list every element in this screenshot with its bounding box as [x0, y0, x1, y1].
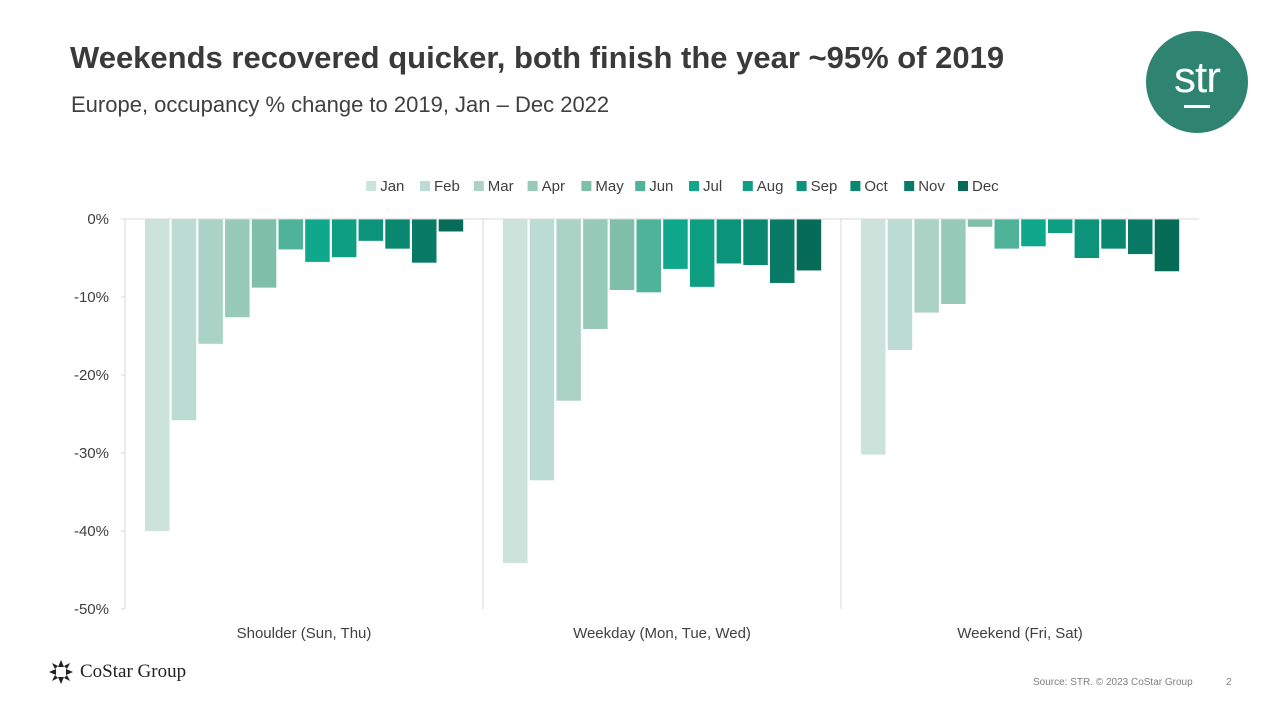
bar-jun — [278, 219, 303, 250]
bar-aug — [1047, 219, 1073, 234]
bar-may — [251, 219, 277, 288]
bar-feb — [887, 219, 913, 351]
legend-swatch-dec — [958, 181, 968, 191]
page-number: 2 — [1226, 677, 1232, 688]
legend-swatch-sep — [796, 181, 807, 191]
legend-swatch-jul — [689, 181, 699, 191]
legend-label-sep: Sep — [811, 178, 838, 195]
y-tick-label: -40% — [74, 523, 109, 540]
bar-jan — [861, 219, 886, 455]
str-logo: str — [1146, 31, 1248, 133]
bar-jun — [994, 219, 1019, 249]
legend-label-may: May — [595, 178, 624, 195]
bar-oct — [385, 219, 410, 249]
bar-apr — [225, 219, 250, 318]
legend-swatch-jun — [635, 181, 646, 191]
bar-may — [609, 219, 635, 290]
legend-swatch-mar — [473, 181, 484, 191]
bar-jan — [145, 219, 170, 531]
y-tick-label: -20% — [74, 367, 109, 384]
legend-label-nov: Nov — [918, 178, 945, 195]
y-tick-label: 0% — [87, 211, 109, 228]
slide-title: Weekends recovered quicker, both finish … — [70, 40, 1005, 75]
costar-brand-text: CoStar Group — [80, 661, 187, 682]
bar-mar — [556, 219, 581, 401]
legend-label-jan: Jan — [380, 178, 404, 195]
legend-label-feb: Feb — [434, 178, 460, 195]
slide-subtitle: Europe, occupancy % change to 2019, Jan … — [71, 92, 610, 117]
bar-apr — [583, 219, 608, 329]
legend-swatch-oct — [850, 181, 861, 191]
bar-dec — [1154, 219, 1180, 272]
bar-sep — [716, 219, 742, 264]
y-tick-label: -50% — [74, 601, 109, 618]
costar-brand: CoStar Group — [48, 658, 186, 686]
str-logo-underline — [1184, 105, 1210, 108]
bar-feb — [171, 219, 197, 421]
legend-swatch-nov — [904, 181, 915, 191]
bar-dec — [438, 219, 464, 232]
bar-jul — [1021, 219, 1046, 247]
bar-mar — [914, 219, 939, 313]
costar-star-icon — [49, 660, 73, 684]
bar-jul — [305, 219, 330, 262]
bar-sep — [358, 219, 384, 241]
bar-nov — [770, 219, 795, 283]
bar-jan — [503, 219, 528, 563]
x-category-label: Weekend (Fri, Sat) — [957, 625, 1083, 642]
bar-jun — [636, 219, 661, 293]
y-tick-label: -10% — [74, 289, 109, 306]
legend-swatch-may — [581, 181, 592, 191]
source-note: Source: STR. © 2023 CoStar Group — [1033, 677, 1193, 688]
legend-swatch-jan — [366, 181, 377, 191]
bar-dec — [796, 219, 822, 271]
bar-oct — [743, 219, 768, 266]
legend-label-oct: Oct — [864, 178, 888, 195]
legend-label-jun: Jun — [649, 178, 673, 195]
x-category-label: Shoulder (Sun, Thu) — [237, 625, 372, 642]
legend-label-jul: Jul — [703, 178, 722, 195]
legend-label-apr: Apr — [542, 178, 565, 195]
str-logo-text: str — [1174, 53, 1221, 102]
legend-swatch-aug — [742, 181, 753, 191]
y-tick-label: -30% — [74, 445, 109, 462]
bar-may — [967, 219, 993, 227]
legend-label-aug: Aug — [757, 178, 784, 195]
bar-aug — [689, 219, 715, 287]
legend-label-mar: Mar — [488, 178, 514, 195]
legend-swatch-apr — [527, 181, 538, 191]
bar-nov — [412, 219, 437, 263]
x-category-label: Weekday (Mon, Tue, Wed) — [573, 625, 751, 642]
bar-feb — [529, 219, 555, 481]
legend-label-dec: Dec — [972, 178, 999, 195]
bar-apr — [941, 219, 966, 305]
bar-aug — [331, 219, 357, 258]
bar-mar — [198, 219, 223, 344]
bar-jul — [663, 219, 688, 269]
bar-nov — [1128, 219, 1153, 255]
legend-swatch-feb — [420, 181, 430, 191]
bar-sep — [1074, 219, 1100, 258]
bar-oct — [1101, 219, 1126, 249]
